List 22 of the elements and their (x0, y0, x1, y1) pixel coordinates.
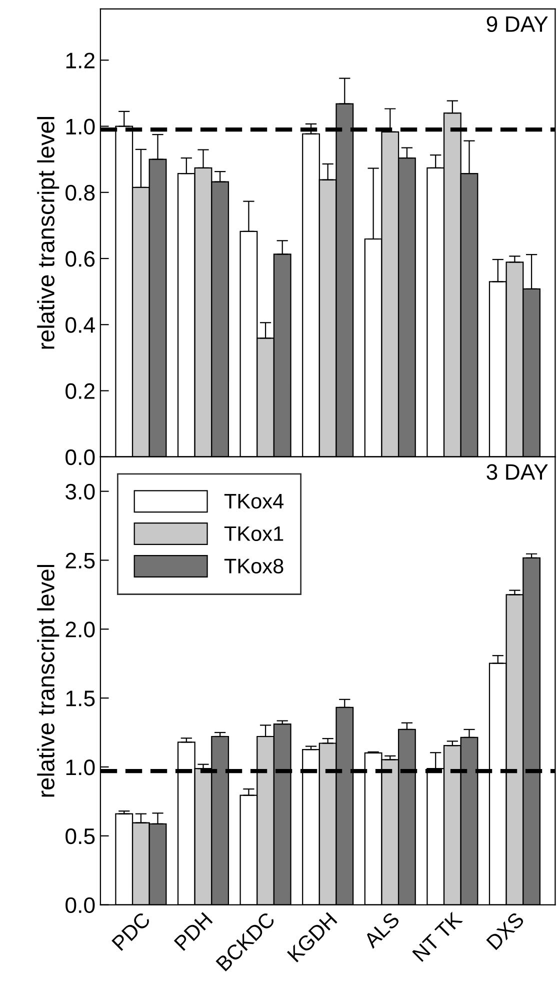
y-tick-label: 0.5 (66, 828, 95, 844)
y-tick-label: 1.5 (66, 690, 95, 706)
annotation: 9 DAY (486, 16, 548, 32)
annotation: 3 DAY (486, 464, 548, 480)
y-tick-label: 0.2 (66, 383, 94, 400)
y-axis-title: relative transcript level (37, 564, 60, 797)
x-tick-label: NT TK (412, 911, 463, 962)
legend-label: TKox8 (224, 558, 284, 574)
y-tick-label: 2.5 (66, 552, 95, 568)
y-tick-label: 2.0 (66, 622, 95, 638)
y-tick-label: 0.0 (66, 897, 95, 914)
y-tick-label: 1.2 (66, 52, 94, 68)
y-tick-label: 1.0 (66, 759, 95, 776)
y-tick-label: 0.8 (66, 184, 95, 201)
y-axis-title: relative transcript level (37, 117, 60, 349)
y-tick-label: 0.0 (66, 449, 95, 466)
y-tick-label: 3.0 (66, 484, 95, 500)
y-tick-label: 0.4 (66, 317, 95, 333)
legend-label: TKox1 (224, 526, 284, 542)
legend-label: TKox4 (224, 494, 284, 509)
y-tick-label: 0.6 (66, 251, 95, 267)
y-tick-label: 1.0 (66, 118, 95, 135)
